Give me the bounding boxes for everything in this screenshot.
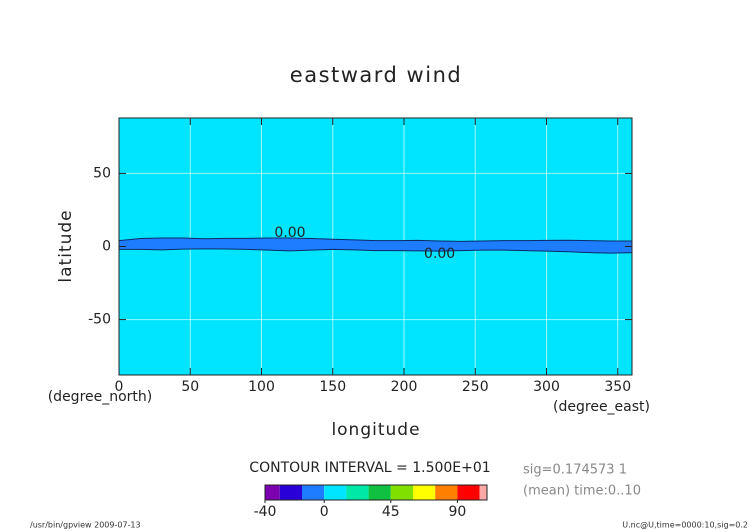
colorbar-tick-label: 90 — [448, 504, 466, 520]
colorbar-segment — [435, 485, 458, 500]
contour-interval: CONTOUR INTERVAL = 1.500E+01 — [249, 460, 490, 476]
colorbar-tick-label: 45 — [382, 504, 400, 520]
colorbar-segment — [302, 485, 325, 500]
y-tick-label: 50 — [93, 165, 111, 181]
colorbar-segment — [368, 485, 391, 500]
x-tick-label: 350 — [604, 379, 631, 395]
x-tick-label: 200 — [391, 379, 418, 395]
colorbar-segment — [457, 485, 480, 500]
x-tick-label: 150 — [319, 379, 346, 395]
x-tick-label: 100 — [248, 379, 275, 395]
footer: U.nc@U,time=0000:10,sig=0.2 — [622, 521, 748, 530]
footer: /usr/bin/gpview 2009-07-13 — [30, 521, 141, 530]
y-units: (degree_north) — [48, 389, 153, 405]
x-units: (degree_east) — [553, 399, 650, 415]
x-tick-label: 0 — [115, 379, 124, 395]
colorbar-frame — [264, 484, 488, 501]
annotation: sig=0.174573 1 — [523, 463, 627, 478]
x-tick-label: 250 — [462, 379, 489, 395]
contour-label: 0.00 — [274, 225, 305, 241]
contour-line — [119, 248, 633, 254]
colorbar-tick-label: -40 — [254, 504, 277, 520]
colorbar-segment — [479, 485, 487, 500]
colorbar-segment — [324, 485, 347, 500]
colorbar-segment — [265, 485, 280, 500]
contour-label: 0.00 — [424, 246, 455, 262]
chart-title: eastward wind — [290, 63, 462, 87]
annotation: (mean) time:0..10 — [523, 484, 641, 499]
colorbar-segment — [390, 485, 413, 500]
colorbar-tick-label: 0 — [320, 504, 329, 520]
x-axis-label: longitude — [331, 420, 420, 440]
y-tick-label: 0 — [102, 239, 111, 255]
x-tick-label: 50 — [181, 379, 199, 395]
y-tick-label: -50 — [88, 312, 111, 328]
x-tick-label: 300 — [533, 379, 560, 395]
y-axis-label: latitude — [56, 209, 76, 282]
colorbar-segment — [279, 485, 302, 500]
colorbar-segment — [346, 485, 369, 500]
colorbar-segment — [413, 485, 436, 500]
contour-line — [118, 237, 632, 242]
